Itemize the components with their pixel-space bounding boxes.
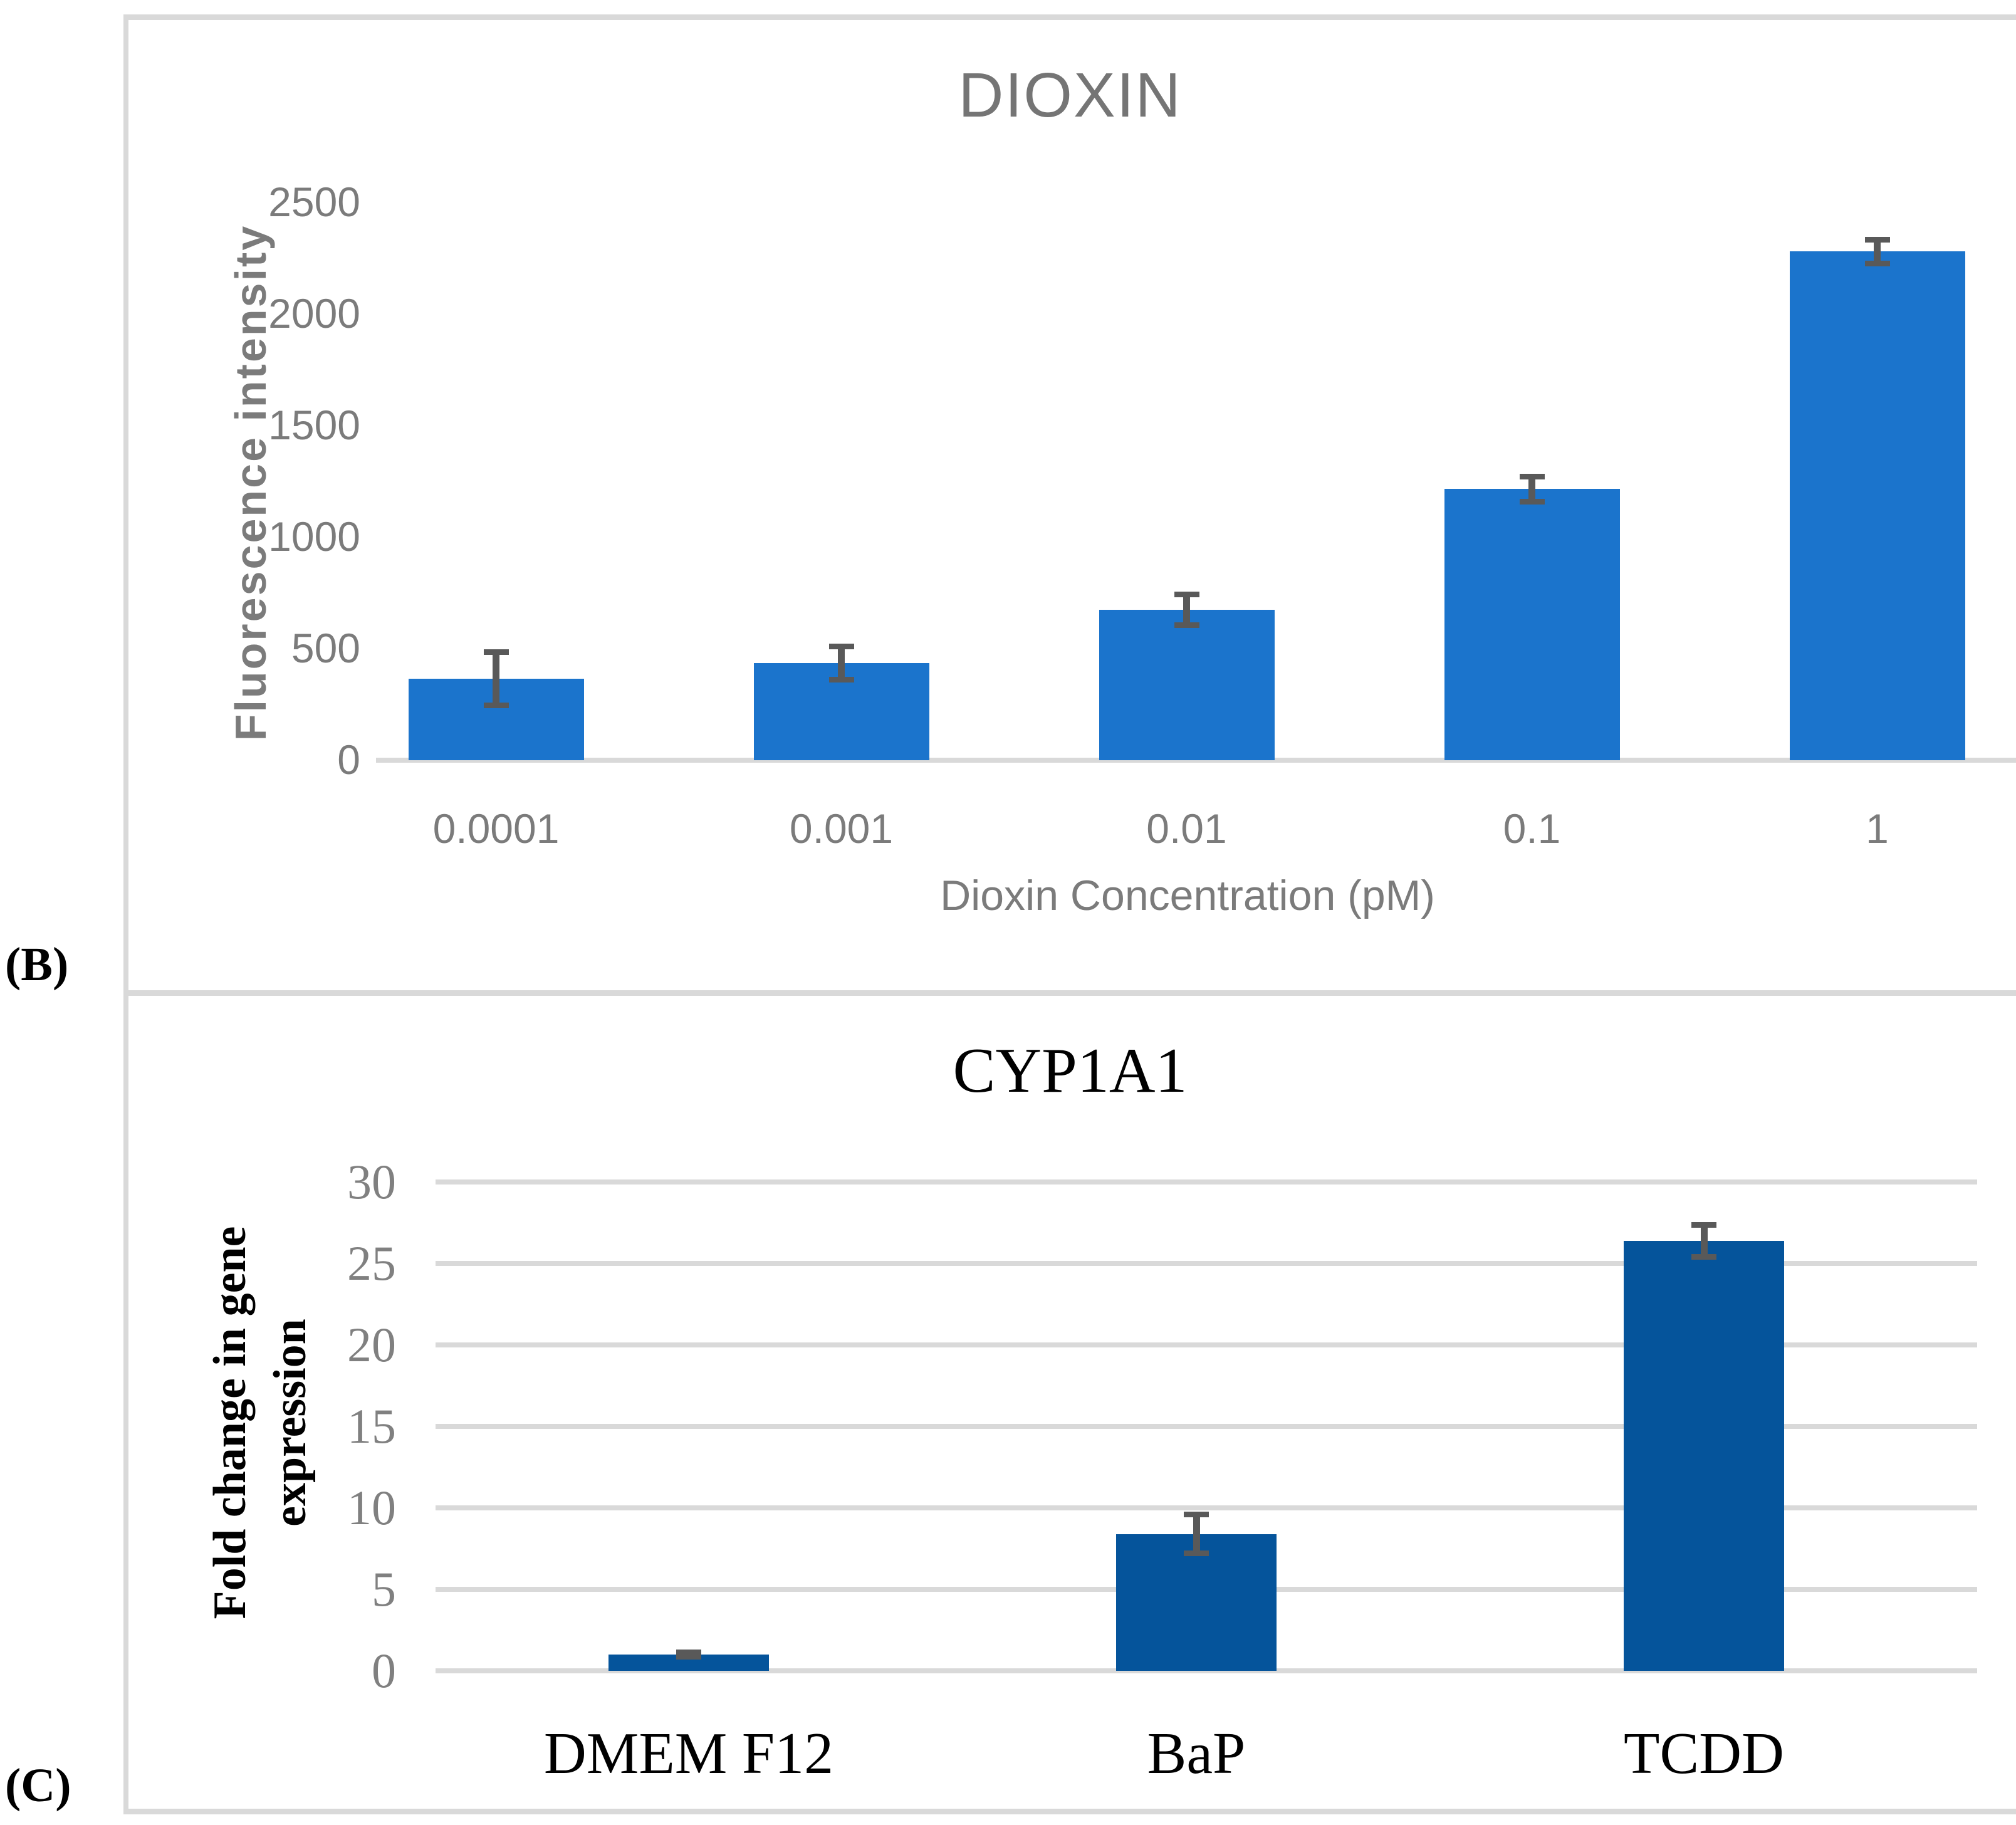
dioxin-x-axis-title: Dioxin Concentration (pM): [940, 872, 1435, 919]
panel-bottom-border: [124, 1809, 2016, 1814]
y-axis-tick-label: 20: [347, 1317, 396, 1372]
x-category-label: 1: [1866, 805, 1889, 852]
x-category-label: DMEM F12: [543, 1721, 834, 1786]
error-bar-cap-top: [676, 1650, 701, 1656]
x-category-label: BaP: [1147, 1721, 1246, 1786]
error-bar-stem: [1193, 1514, 1200, 1554]
bar-0-1: [1444, 489, 1620, 760]
error-bar-cap-bottom: [1174, 622, 1199, 628]
panel-b-label: (B): [5, 938, 69, 991]
error-bar-cap-bottom: [1691, 1253, 1716, 1260]
x-category-label: 0.01: [1146, 805, 1227, 852]
error-bar-stem: [1700, 1224, 1708, 1257]
panel-left-border: [123, 14, 128, 1814]
x-category-label: 0.0001: [432, 805, 560, 852]
y-axis-tick-label: 25: [347, 1235, 396, 1290]
error-bar-stem: [838, 646, 845, 680]
error-bar-cap-top: [1519, 473, 1545, 479]
panel-divider: [124, 990, 2016, 996]
dioxin-chart-title: DIOXIN: [958, 60, 1182, 130]
error-bar-cap-top: [828, 644, 854, 650]
gridline: [436, 1261, 1977, 1266]
y-axis-tick-label: 1000: [268, 513, 360, 560]
y-axis-tick-label: 0: [337, 736, 360, 783]
error-bar-stem: [493, 652, 499, 706]
error-bar-cap-top: [1174, 591, 1199, 597]
bar-1: [1789, 251, 1965, 760]
gridline: [436, 1342, 1977, 1347]
y-axis-tick-label: 2500: [268, 179, 360, 226]
y-axis-tick-label: 1500: [268, 402, 360, 449]
bar-0-01: [1099, 609, 1275, 760]
bar-tcdd: [1624, 1240, 1784, 1671]
error-bar-cap-bottom: [1864, 260, 1890, 266]
error-bar-cap-top: [1184, 1512, 1209, 1518]
error-bar-cap-bottom: [828, 676, 854, 682]
gridline: [436, 1505, 1977, 1510]
panel-c-label: (C): [5, 1759, 71, 1812]
gridline: [436, 1668, 1977, 1673]
error-bar-cap-top: [1691, 1221, 1716, 1228]
x-axis-line: [376, 758, 2016, 763]
y-axis-tick-label: 15: [347, 1398, 396, 1453]
error-bar-cap-bottom: [1184, 1550, 1209, 1556]
x-category-label: TCDD: [1624, 1721, 1784, 1786]
x-category-label: 0.1: [1503, 805, 1561, 852]
y-axis-tick-label: 30: [347, 1154, 396, 1209]
gridline: [436, 1179, 1977, 1184]
x-category-label: 0.001: [789, 805, 894, 852]
error-bar-stem: [1183, 594, 1190, 625]
error-bar-cap-top: [1864, 236, 1890, 243]
error-bar-stem: [1528, 476, 1535, 503]
error-bar-cap-bottom: [1519, 499, 1545, 505]
y-axis-tick-label: 5: [372, 1561, 396, 1616]
error-bar-cap-bottom: [483, 702, 509, 708]
y-axis-tick-label: 2000: [268, 290, 360, 337]
error-bar-cap-top: [483, 649, 509, 656]
bar-bap: [1116, 1534, 1277, 1671]
y-axis-tick-label: 500: [291, 625, 360, 672]
gridline: [436, 1424, 1977, 1429]
panel-top-border: [124, 14, 2016, 20]
y-axis-tick-label: 10: [347, 1480, 396, 1535]
error-bar-cap-bottom: [676, 1653, 701, 1660]
y-axis-tick-label: 0: [372, 1643, 396, 1698]
error-bar-stem: [1874, 239, 1881, 264]
cyp1a1-chart-title: CYP1A1: [953, 1035, 1188, 1106]
